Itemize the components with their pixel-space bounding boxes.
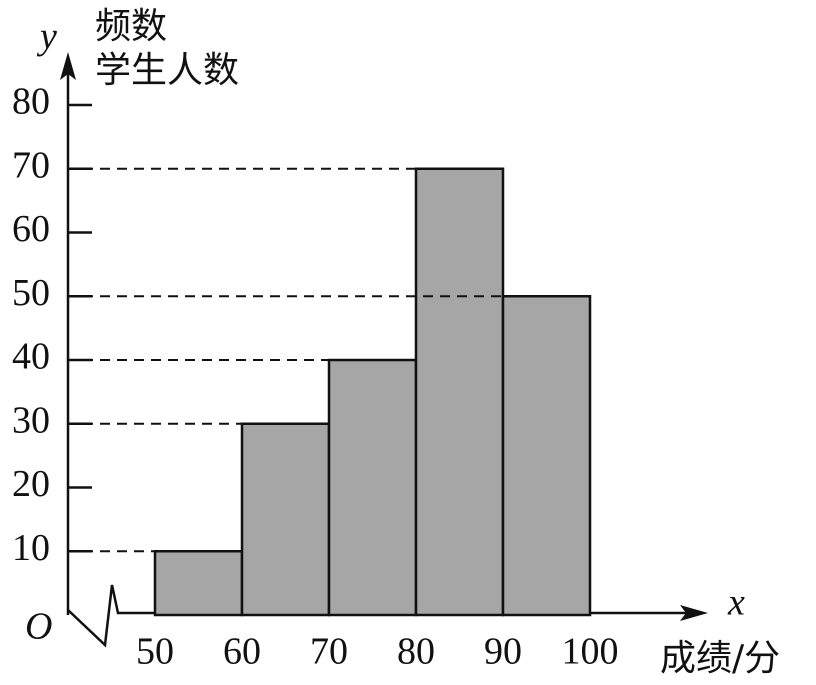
y-tick-label: 10 xyxy=(12,527,50,569)
y-tick-label: 40 xyxy=(12,336,50,378)
y-axis-label: y xyxy=(36,16,57,58)
x-tick-label: 100 xyxy=(562,631,619,673)
bar xyxy=(240,422,331,617)
y-axis-title: 学生人数 xyxy=(95,50,239,91)
bar xyxy=(327,358,418,617)
x-axis-label: x xyxy=(727,582,745,624)
origin-label: O xyxy=(25,606,52,648)
x-tick-label: 90 xyxy=(484,631,522,673)
bar xyxy=(414,167,505,617)
bar xyxy=(153,550,244,617)
x-tick-label: 60 xyxy=(223,631,261,673)
bar xyxy=(501,295,592,617)
x-tick-label: 80 xyxy=(397,631,435,673)
y-tick-label: 30 xyxy=(12,399,50,441)
y-axis-arrow xyxy=(60,52,76,80)
y-tick-label: 80 xyxy=(12,81,50,123)
y-axis-title: 频数 xyxy=(95,6,167,47)
x-tick-label: 50 xyxy=(136,631,174,673)
x-tick-label: 70 xyxy=(310,631,348,673)
x-axis-title: 成绩/分 xyxy=(660,638,780,679)
y-tick-label: 20 xyxy=(12,463,50,505)
y-tick-label: 50 xyxy=(12,272,50,314)
x-axis-arrow xyxy=(680,605,708,621)
y-tick-label: 70 xyxy=(12,144,50,186)
y-tick-label: 60 xyxy=(12,208,50,250)
